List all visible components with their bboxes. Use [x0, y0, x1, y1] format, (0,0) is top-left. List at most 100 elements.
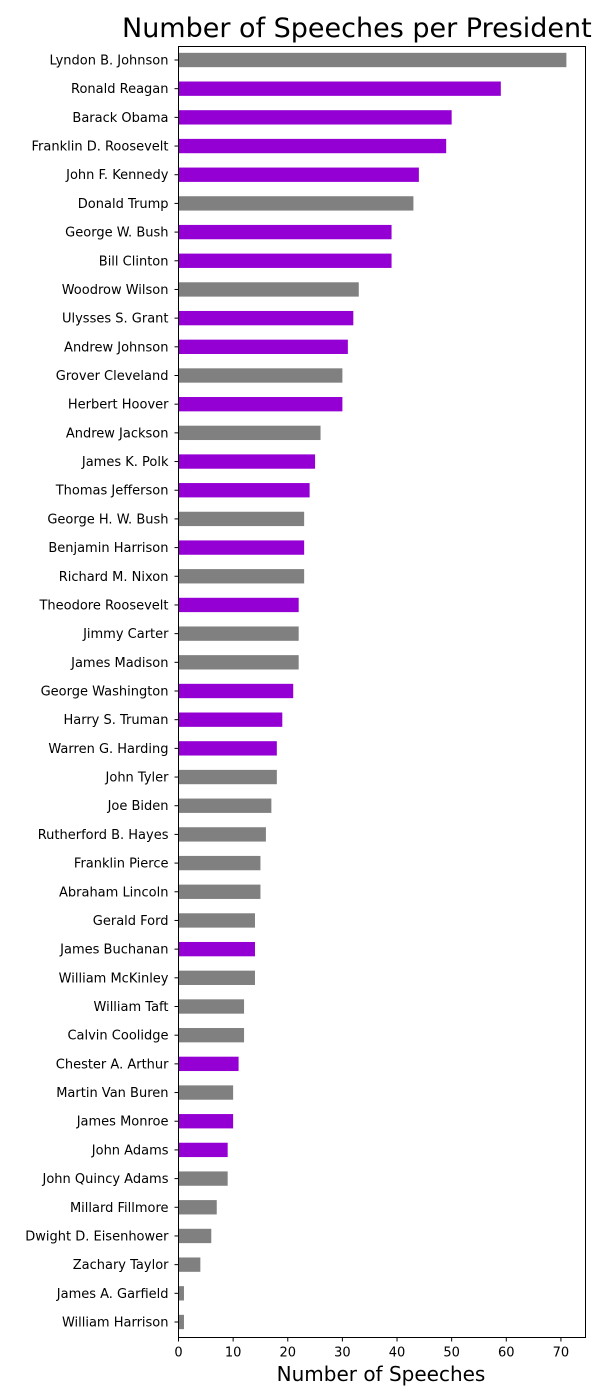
x-tick-label: 70 — [553, 1346, 570, 1361]
category-label-john-quincy-adams: John Quincy Adams — [41, 1172, 168, 1187]
bar-zachary-taylor — [178, 1257, 201, 1272]
category-label-lyndon-b-johnson: Lyndon B. Johnson — [50, 54, 169, 69]
x-tick-label: 60 — [498, 1346, 515, 1361]
bar-john-adams — [178, 1142, 228, 1158]
bar-martin-van-buren — [178, 1085, 234, 1100]
bar-barack-obama — [178, 110, 452, 125]
bar-herbert-hoover — [178, 397, 343, 412]
category-label-george-washington: George Washington — [41, 685, 169, 700]
category-label-george-w-bush: George W. Bush — [65, 226, 168, 241]
category-label-james-buchanan: James Buchanan — [59, 943, 168, 958]
category-label-james-a-garfield: James A. Garfield — [56, 1287, 169, 1302]
bar-franklin-pierce — [178, 855, 261, 871]
category-label-warren-g-harding: Warren G. Harding — [48, 742, 168, 757]
plot-frame — [178, 46, 586, 1338]
bar-woodrow-wilson — [178, 282, 359, 297]
category-label-martin-van-buren: Martin Van Buren — [56, 1086, 168, 1101]
bar-ulysses-s-grant — [178, 310, 354, 326]
category-label-grover-cleveland: Grover Cleveland — [56, 369, 169, 384]
x-tick-label: 40 — [389, 1346, 406, 1361]
bar-abraham-lincoln — [178, 884, 261, 899]
category-label-dwight-d-eisenhower: Dwight D. Eisenhower — [25, 1229, 169, 1244]
bar-william-mckinley — [178, 970, 255, 985]
category-label-joe-biden: Joe Biden — [107, 799, 169, 814]
category-label-barack-obama: Barack Obama — [72, 111, 168, 126]
x-tick-label: 10 — [225, 1346, 242, 1361]
bar-george-w-bush — [178, 224, 392, 240]
category-label-william-taft: William Taft — [94, 1000, 169, 1015]
category-label-ronald-reagan: Ronald Reagan — [71, 82, 168, 97]
bar-calvin-coolidge — [178, 1028, 245, 1043]
category-label-donald-trump: Donald Trump — [78, 197, 169, 212]
bar-jimmy-carter — [178, 626, 299, 641]
bar-harry-s-truman — [178, 712, 283, 727]
category-label-john-tyler: John Tyler — [105, 771, 170, 786]
category-label-james-madison: James Madison — [70, 656, 168, 671]
bar-james-monroe — [178, 1114, 234, 1129]
category-labels: Lyndon B. Johnson Ronald Reagan Barack Oba… — [25, 54, 179, 1331]
x-tick-label: 20 — [279, 1346, 296, 1361]
chart-title: Number of Speeches per President — [122, 13, 592, 44]
bars-group — [178, 52, 567, 1330]
bar-james-buchanan — [178, 941, 255, 957]
category-label-william-mckinley: William McKinley — [59, 971, 169, 986]
bar-chester-a-arthur — [178, 1056, 239, 1072]
bar-george-h-w-bush — [178, 511, 305, 527]
bar-franklin-d-roosevelt — [178, 138, 447, 154]
bar-dwight-d-eisenhower — [178, 1228, 212, 1244]
bar-millard-fillmore — [178, 1200, 217, 1215]
category-label-herbert-hoover: Herbert Hoover — [68, 398, 169, 413]
category-label-zachary-taylor: Zachary Taylor — [73, 1258, 169, 1273]
bar-grover-cleveland — [178, 368, 343, 383]
x-tick-label: 50 — [443, 1346, 460, 1361]
category-label-calvin-coolidge: Calvin Coolidge — [67, 1029, 168, 1044]
category-label-andrew-jackson: Andrew Jackson — [66, 426, 169, 441]
category-label-harry-s-truman: Harry S. Truman — [63, 713, 168, 728]
bar-gerald-ford — [178, 913, 255, 928]
bar-james-a-garfield — [178, 1286, 184, 1301]
bar-richard-m-nixon — [178, 569, 305, 584]
category-label-theodore-roosevelt: Theodore Roosevelt — [38, 598, 168, 613]
bar-john-f-kennedy — [178, 167, 419, 182]
x-tick-label: 0 — [174, 1346, 182, 1361]
category-label-john-f-kennedy: John F. Kennedy — [65, 168, 169, 183]
bar-benjamin-harrison — [178, 540, 305, 555]
bar-lyndon-b-johnson — [178, 52, 567, 68]
bar-john-tyler — [178, 769, 277, 785]
bar-ronald-reagan — [178, 81, 501, 96]
category-label-abraham-lincoln: Abraham Lincoln — [59, 885, 169, 900]
bar-bill-clinton — [178, 253, 392, 268]
bar-theodore-roosevelt — [178, 597, 299, 613]
bar-donald-trump — [178, 196, 414, 211]
bar-andrew-johnson — [178, 339, 348, 354]
category-label-william-harrison: William Harrison — [62, 1316, 169, 1331]
bar-james-k-polk — [178, 454, 316, 469]
category-label-bill-clinton: Bill Clinton — [99, 254, 169, 269]
category-label-franklin-pierce: Franklin Pierce — [74, 857, 169, 872]
category-label-ulysses-s-grant: Ulysses S. Grant — [62, 312, 169, 327]
category-label-andrew-johnson: Andrew Johnson — [64, 340, 168, 355]
category-label-benjamin-harrison: Benjamin Harrison — [48, 541, 168, 556]
bar-joe-biden — [178, 798, 272, 813]
bar-william-taft — [178, 999, 245, 1014]
bar-rutherford-b-hayes — [178, 827, 266, 842]
bar-james-madison — [178, 655, 299, 670]
category-label-franklin-d-roosevelt: Franklin D. Roosevelt — [31, 140, 168, 155]
category-label-james-monroe: James Monroe — [76, 1115, 169, 1130]
category-label-thomas-jefferson: Thomas Jefferson — [55, 484, 169, 499]
category-label-richard-m-nixon: Richard M. Nixon — [59, 570, 169, 585]
category-label-millard-fillmore: Millard Fillmore — [70, 1201, 169, 1216]
category-label-woodrow-wilson: Woodrow Wilson — [62, 283, 169, 298]
category-label-rutherford-b-hayes: Rutherford B. Hayes — [38, 828, 169, 843]
bar-warren-g-harding — [178, 741, 277, 756]
category-label-chester-a-arthur: Chester A. Arthur — [56, 1057, 169, 1072]
category-label-george-h-w-bush: George H. W. Bush — [47, 512, 168, 527]
category-label-jimmy-carter: Jimmy Carter — [82, 627, 169, 642]
x-tick-label: 30 — [334, 1346, 351, 1361]
x-axis-label: Number of Speeches — [277, 1362, 486, 1386]
category-label-john-adams: John Adams — [91, 1143, 169, 1158]
bar-john-quincy-adams — [178, 1171, 228, 1186]
bar-george-washington — [178, 683, 294, 699]
bar-thomas-jefferson — [178, 483, 310, 498]
category-label-james-k-polk: James K. Polk — [81, 455, 169, 470]
